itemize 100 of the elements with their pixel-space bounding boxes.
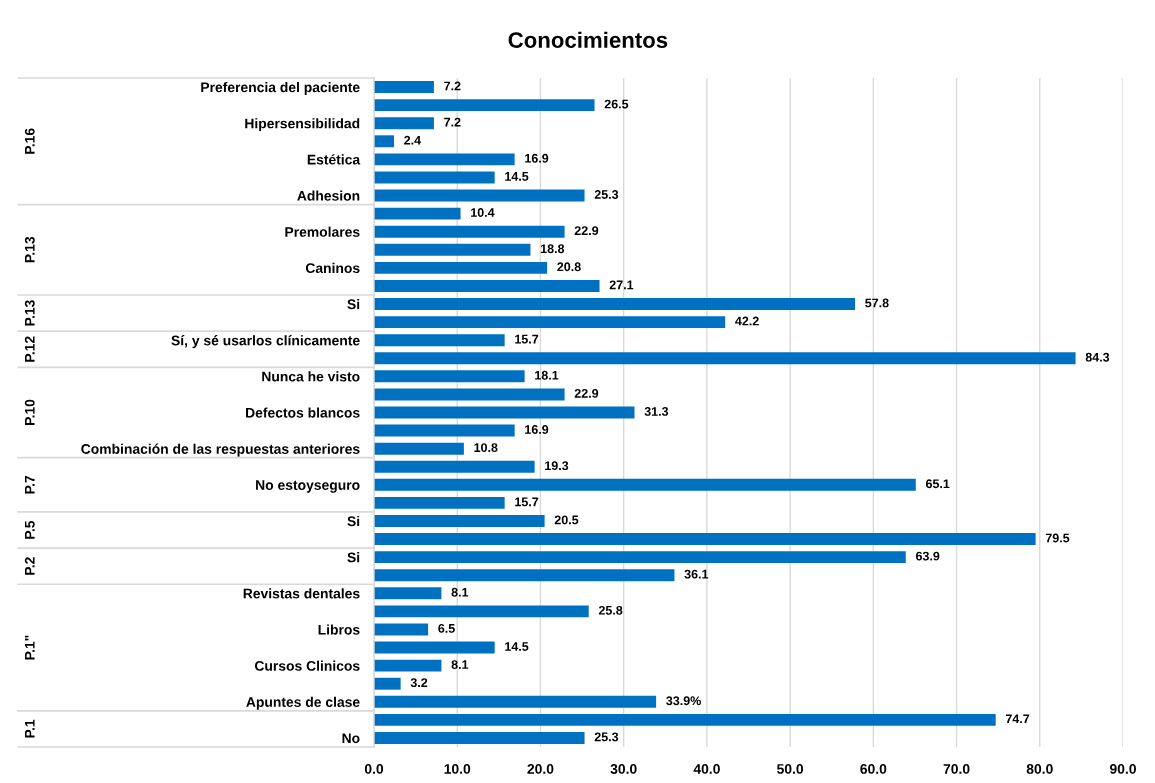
y-tick-label: Si	[347, 515, 360, 527]
data-label: 10.8	[474, 443, 498, 453]
y-tick-label: Estética	[307, 154, 361, 165]
bar	[374, 279, 600, 292]
y-tick-label: Preferencia del paciente	[201, 82, 360, 95]
y-tick-label: Apuntes de clase	[246, 696, 360, 710]
bar	[374, 99, 595, 112]
bar	[374, 135, 394, 148]
x-tick-label: 20.0	[527, 764, 554, 774]
y-tick-label: Adhesion	[297, 190, 360, 201]
data-label: 22.9	[574, 226, 599, 236]
data-label: 31.3	[644, 407, 669, 416]
data-label: 33.9%	[666, 696, 701, 706]
y-tick-label: Combinación de las respuestas anteriores	[81, 443, 360, 457]
data-label: 14.5	[505, 172, 529, 181]
bar	[374, 261, 548, 274]
x-tick-label: 70.0	[943, 764, 970, 774]
data-label: 3.2	[410, 678, 428, 688]
bar	[374, 605, 589, 618]
text: P.2	[24, 557, 35, 575]
bar	[374, 731, 585, 744]
data-label: 20.5	[554, 515, 579, 525]
y-tick-label: Nunca he visto	[262, 371, 360, 382]
bar	[374, 207, 461, 220]
data-label: 2.4	[404, 135, 422, 145]
bar	[374, 81, 434, 94]
chart-title: Conocimientos	[508, 31, 668, 48]
data-label: 26.5	[604, 99, 629, 109]
x-tick-label: 0.0	[364, 764, 384, 774]
data-label: 25.3	[594, 190, 619, 199]
data-label: 16.9	[525, 425, 549, 434]
y-tick-label: Si	[347, 298, 360, 310]
x-tick-label: 40.0	[693, 764, 720, 774]
bar	[374, 298, 856, 310]
bar	[374, 695, 657, 708]
data-label: 36.1	[684, 569, 709, 579]
bar	[374, 515, 545, 527]
bar	[374, 316, 726, 329]
bar	[374, 659, 442, 672]
bar	[374, 153, 515, 166]
y-tick-label: Caninos	[305, 262, 360, 274]
data-label: 79.5	[1045, 533, 1070, 543]
x-tick-label: 80.0	[1026, 764, 1053, 774]
data-label: 25.8	[598, 605, 623, 615]
x-tick-label: 30.0	[610, 764, 637, 774]
data-label: 10.4	[471, 208, 495, 217]
bar	[374, 569, 675, 582]
data-label: 16.9	[525, 153, 549, 163]
data-label: 7.2	[444, 117, 461, 127]
data-label: 42.2	[735, 316, 759, 326]
bar	[374, 551, 906, 564]
bar	[374, 641, 495, 654]
data-label: 22.9	[574, 388, 599, 398]
bar	[374, 623, 429, 636]
bar	[374, 533, 1036, 546]
bar	[374, 424, 515, 437]
bar	[374, 460, 535, 473]
bar	[374, 478, 916, 491]
data-label: 25.3	[594, 732, 619, 742]
x-tick-label: 90.0	[1109, 764, 1136, 774]
data-label: 14.5	[505, 642, 529, 651]
y-tick-label: Hipersensibilidad	[245, 118, 360, 132]
y-tick-label: Cursos Clinicos	[254, 660, 360, 671]
text: P.16	[24, 128, 35, 154]
y-tick-label: Defectos blancos	[246, 407, 360, 418]
y-tick-label: Premolares	[285, 226, 360, 237]
data-label: 15.7	[515, 497, 539, 507]
data-label: 18.1	[535, 370, 559, 380]
text: P.1	[24, 719, 35, 738]
data-label: 6.5	[438, 623, 455, 633]
bar	[374, 587, 442, 600]
text: P.5	[24, 520, 35, 539]
text: P.7	[24, 475, 35, 494]
bar	[374, 189, 585, 202]
bar	[374, 334, 505, 347]
data-label: 74.7	[1005, 714, 1030, 724]
data-label: 20.8	[557, 262, 581, 272]
data-label: 15.7	[515, 334, 539, 344]
bar	[374, 225, 565, 238]
data-label: 27.1	[609, 280, 634, 290]
data-label: 84.3	[1085, 352, 1110, 362]
y-tick-label: No	[342, 733, 360, 744]
data-label: 8.1	[451, 660, 469, 669]
text: P.13	[24, 300, 35, 326]
bar	[374, 406, 635, 419]
bar	[374, 496, 505, 509]
bar	[374, 388, 565, 401]
data-label: 7.2	[444, 81, 461, 91]
y-tick-label: Libros	[318, 624, 360, 635]
x-tick-label: 50.0	[777, 764, 804, 774]
text: P.13	[24, 236, 35, 263]
data-label: 19.3	[545, 461, 569, 471]
data-label: 63.9	[915, 551, 940, 561]
text: P.10	[24, 399, 35, 425]
y-tick-label: Si	[347, 552, 360, 563]
bar	[374, 677, 401, 690]
data-label: 65.1	[925, 479, 950, 489]
bar	[374, 370, 525, 383]
data-label: 18.8	[540, 244, 565, 254]
bar	[374, 243, 531, 256]
